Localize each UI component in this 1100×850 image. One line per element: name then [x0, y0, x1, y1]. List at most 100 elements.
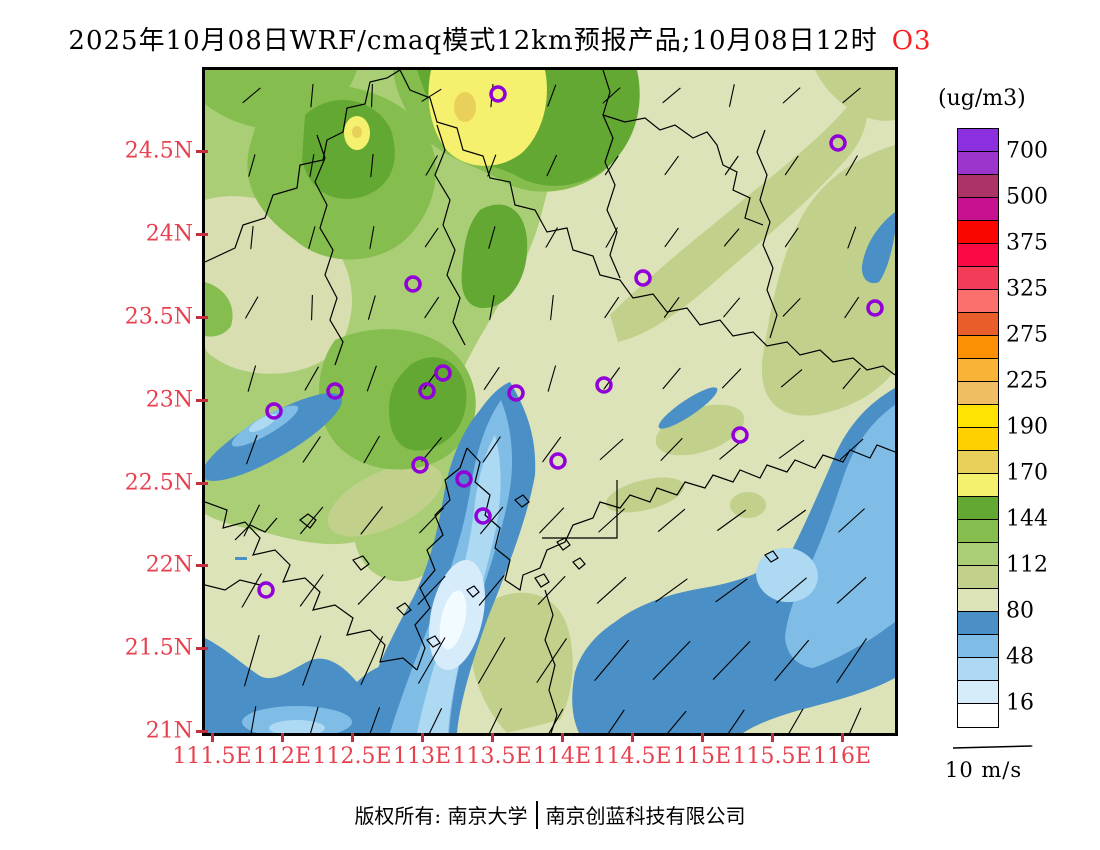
wind-arrow-layer — [243, 83, 867, 733]
wind-arrow — [844, 87, 861, 102]
wind-arrow — [595, 639, 630, 680]
colorbar-segment — [958, 428, 998, 451]
station-marker — [455, 470, 473, 488]
wind-arrow — [847, 155, 858, 175]
x-axis-label: 114E — [532, 744, 592, 769]
wind-arrow — [251, 226, 253, 248]
wind-arrow — [777, 577, 807, 602]
colorbar-segment — [958, 359, 998, 382]
wind-arrow — [786, 227, 799, 246]
x-axis-label: 113.5E — [452, 744, 532, 769]
wind-arrow — [666, 155, 679, 174]
x-axis-tick — [281, 733, 284, 742]
station-marker — [411, 456, 429, 474]
colorbar-segment — [958, 635, 998, 658]
wind-arrow — [598, 576, 627, 602]
colorbar-segment — [958, 451, 998, 474]
wind-arrow — [726, 155, 739, 174]
wind-arrow — [310, 154, 315, 176]
colorbar-segment — [958, 382, 998, 405]
colorbar-tick-label: 80 — [1006, 598, 1034, 624]
wind-arrow — [839, 508, 865, 532]
wind-arrow — [841, 438, 864, 459]
wind-arrow — [849, 707, 862, 733]
x-axis-tick — [841, 733, 844, 742]
station-marker — [829, 134, 847, 152]
wind-arrow — [362, 506, 383, 534]
wind-arrow — [714, 640, 751, 678]
x-axis-tick — [491, 733, 494, 742]
colorbar-tick-label: 170 — [1006, 460, 1048, 486]
station-marker — [434, 364, 452, 382]
x-axis-label: 112E — [252, 744, 312, 769]
wind-arrow — [361, 635, 384, 684]
contour-green-regions — [205, 70, 640, 582]
wind-arrow — [665, 296, 680, 316]
station-marker — [549, 452, 567, 470]
wind-arrow — [548, 708, 564, 733]
wind-arrow — [309, 226, 316, 247]
colorbar-segment — [958, 129, 998, 152]
y-axis-label: 21N — [145, 718, 193, 744]
copyright-right: 南京创蓝科技有限公司 — [545, 804, 746, 828]
wind-arrow — [662, 437, 683, 460]
y-axis-tick — [196, 233, 208, 236]
wind-arrow — [422, 437, 443, 461]
colorbar-segment — [958, 704, 998, 727]
wind-arrow — [488, 707, 503, 733]
x-axis-tick — [701, 733, 704, 742]
forecast-map — [205, 70, 895, 733]
wind-arrow — [543, 436, 562, 461]
map-frame — [202, 67, 898, 736]
station-marker — [866, 299, 884, 317]
y-axis-label: 22N — [145, 552, 193, 578]
wind-arrow — [780, 439, 805, 458]
colorbar-segment — [958, 198, 998, 221]
colorbar-segment — [958, 244, 998, 267]
wind-arrow — [717, 578, 748, 601]
wind-arrow — [727, 709, 745, 733]
x-axis-tick — [211, 733, 214, 742]
colorbar-tick-label: 48 — [1006, 644, 1034, 670]
wind-arrow — [246, 296, 259, 318]
x-axis-label: 111.5E — [172, 744, 252, 769]
wind-arrow — [369, 707, 381, 733]
station-marker — [265, 402, 283, 420]
wind-arrow — [309, 706, 319, 733]
wind-arrow — [548, 84, 557, 106]
colorbar-segment — [958, 474, 998, 497]
wind-arrow — [250, 706, 257, 733]
x-axis-label: 116E — [812, 744, 872, 769]
wind-arrow — [654, 640, 691, 678]
page-title: 2025年10月08日WRF/cmaq模式12km预报产品;10月08日12时 O… — [0, 20, 1000, 57]
x-axis-tick — [351, 733, 354, 742]
y-axis-label: 23N — [145, 387, 193, 413]
wind-arrow — [488, 154, 497, 176]
wind-arrow — [664, 367, 681, 388]
y-axis-label: 24N — [145, 221, 193, 247]
colorbar-segment — [958, 405, 998, 428]
x-axis-label: 115.5E — [732, 744, 812, 769]
wind-arrow — [481, 506, 504, 533]
wind-arrow — [419, 575, 446, 603]
colorbar-tick-label: 700 — [1006, 138, 1048, 164]
wind-arrow — [244, 87, 261, 102]
y-axis-label: 24.5N — [124, 138, 193, 164]
wind-arrow — [778, 509, 807, 530]
wind-arrow — [844, 367, 861, 388]
wind-arrow — [848, 226, 857, 248]
wind-arrow — [245, 504, 260, 536]
wind-legend: 10 m/s — [945, 738, 1055, 782]
wind-arrow — [371, 154, 373, 176]
wind-arrow — [372, 83, 373, 106]
station-marker — [418, 382, 436, 400]
wind-arrow — [425, 296, 440, 317]
wind-arrow — [788, 708, 804, 733]
wind-arrow — [547, 227, 558, 247]
colorbar-tick-label: 375 — [1006, 230, 1048, 256]
wind-arrow — [540, 507, 565, 532]
station-marker — [404, 275, 422, 293]
wind-arrow — [838, 576, 867, 602]
wind-arrow — [369, 295, 376, 319]
wind-arrow — [538, 638, 567, 681]
